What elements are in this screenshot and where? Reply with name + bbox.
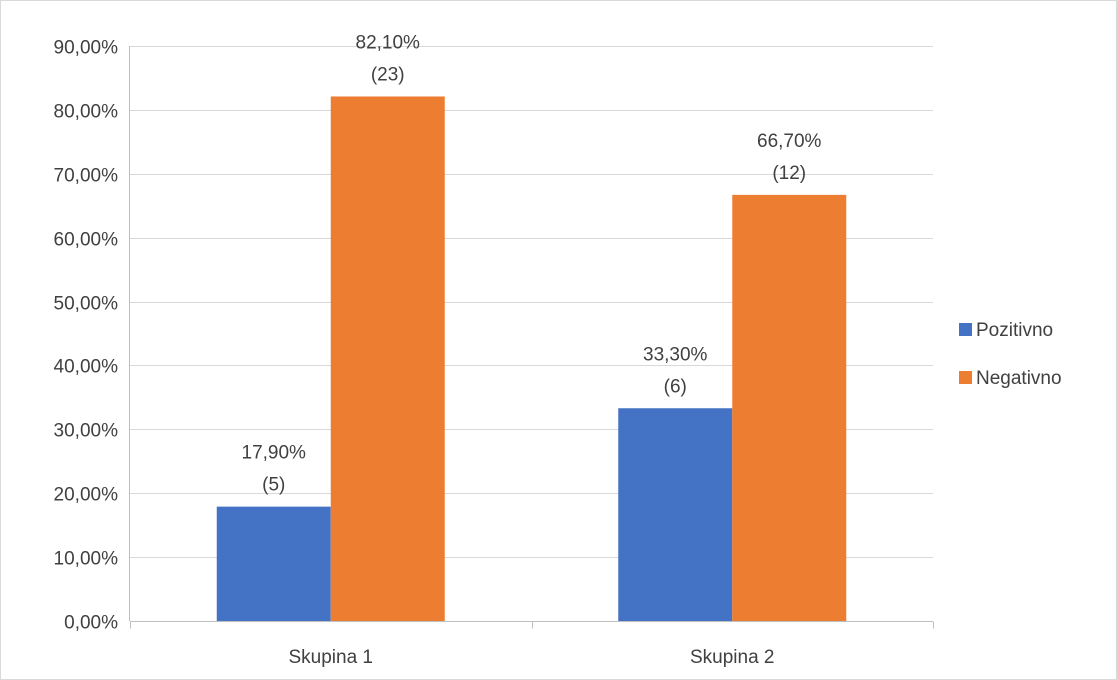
bar-negativno-2 [732,194,847,621]
y-tick-label: 90,00% [54,38,119,59]
gridlines [130,46,933,558]
category-label: Skupina 2 [690,647,775,668]
category-label: Skupina 1 [288,647,373,668]
data-label-count: (6) [664,376,687,397]
y-tick-label: 40,00% [54,357,119,378]
data-label-count: (12) [772,163,806,184]
y-tick-label: 70,00% [54,166,119,187]
y-tick-label: 30,00% [54,421,119,442]
data-label-percent: 33,30% [643,344,708,365]
y-tick-label: 80,00% [54,102,119,123]
x-axis-category-labels: Skupina 1 Skupina 2 [288,647,774,668]
data-label-count: (5) [262,475,285,496]
data-label-count: (23) [371,64,405,85]
bar-pozitivno-2 [618,408,733,621]
bars [216,96,847,621]
bar-negativno-1 [330,96,445,621]
legend-swatch-negativno [959,371,972,384]
bar-pozitivno-1 [216,506,331,621]
data-label-percent: 17,90% [242,443,307,464]
y-tick-label: 10,00% [54,549,119,570]
legend-label-negativno: Negativno [976,368,1062,389]
y-tick-label: 60,00% [54,230,119,251]
data-label-percent: 82,10% [356,32,421,53]
y-axis-tick-labels: 0,00% 10,00% 20,00% 30,00% 40,00% 50,00% 60,00… [54,38,119,634]
y-tick-label: 0,00% [64,613,118,634]
y-tick-label: 20,00% [54,485,119,506]
legend-swatch-pozitivno [959,323,972,336]
y-tick-label: 50,00% [54,294,119,315]
data-label-percent: 66,70% [757,131,822,152]
data-labels: 17,90% (5) 82,10% (23) 33,30% (6) 66,70% (12) [242,32,822,495]
axes [129,46,934,629]
legend-label-pozitivno: Pozitivno [976,320,1053,341]
legend: Pozitivno Negativno [959,320,1062,389]
